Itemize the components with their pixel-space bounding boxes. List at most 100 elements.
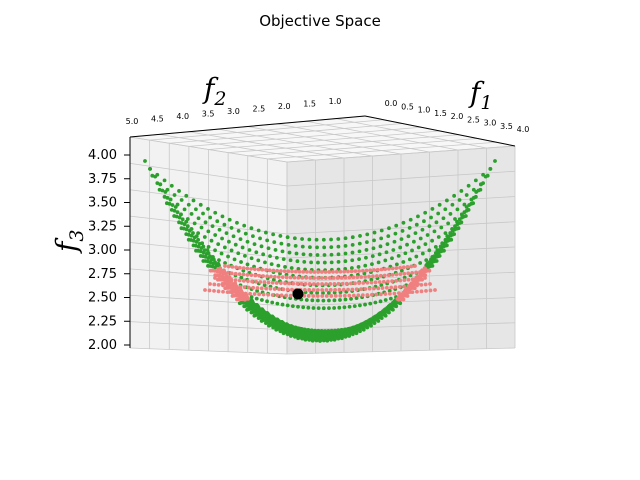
surface-point <box>312 270 317 274</box>
surface-point <box>368 268 373 273</box>
surface-point <box>331 269 335 274</box>
surface-point <box>236 229 241 233</box>
surface-point <box>227 239 231 244</box>
surface-point <box>155 172 160 177</box>
surface-point <box>208 215 213 220</box>
surface-point <box>359 275 364 279</box>
surface-point <box>261 274 266 278</box>
surface-point <box>324 294 329 298</box>
surface-point <box>347 334 352 338</box>
surface-point <box>398 301 403 306</box>
surface-point <box>246 285 251 290</box>
surface-point <box>275 268 280 273</box>
surface-point <box>410 283 415 288</box>
surface-point <box>169 207 174 212</box>
surface-point <box>481 181 485 186</box>
f3-tick-label: 2.25 <box>88 314 117 329</box>
surface-point <box>177 189 181 193</box>
surface-point <box>405 265 410 269</box>
surface-point <box>275 293 280 298</box>
grid-lines <box>129 115 516 355</box>
surface-point <box>308 252 313 257</box>
surface-point <box>185 217 190 221</box>
surface-point <box>180 217 185 222</box>
surface-point <box>281 331 286 336</box>
surface-point <box>309 290 314 295</box>
surface-point <box>237 301 242 306</box>
surface-point <box>243 253 247 258</box>
surface-point <box>267 268 272 273</box>
surface-point <box>453 217 457 221</box>
surface-point <box>388 291 392 296</box>
surface-point <box>229 226 234 230</box>
surface-point <box>444 198 449 203</box>
surface-point <box>414 277 419 281</box>
surface-point <box>372 286 376 291</box>
surface-point <box>304 275 309 280</box>
surface-point <box>378 244 383 249</box>
surface-point <box>437 254 442 258</box>
surface-point <box>488 166 493 171</box>
surface-point <box>363 263 368 268</box>
surface-point <box>223 261 227 265</box>
highlight-series <box>292 288 304 300</box>
surface-point <box>273 274 277 279</box>
surface-point <box>269 262 274 267</box>
surface-point <box>307 237 312 242</box>
surface-point <box>213 233 218 237</box>
surface-point <box>350 242 355 247</box>
surface-point <box>335 275 340 280</box>
surface-point <box>262 280 267 285</box>
surface-point <box>346 287 350 292</box>
surface-point <box>419 283 424 287</box>
surface-point <box>238 284 243 289</box>
surface-point <box>295 259 300 264</box>
f3-tick-label: 3.75 <box>88 172 117 187</box>
surface-point <box>383 313 388 318</box>
surface-point <box>288 258 293 263</box>
surface-point <box>236 251 241 256</box>
surface-point <box>254 250 259 255</box>
surface-point <box>249 226 254 231</box>
surface-point <box>402 284 407 289</box>
f1-tick-label: 0.0 <box>385 99 398 108</box>
surface-point <box>354 331 359 336</box>
surface-point <box>485 173 490 178</box>
surface-point <box>155 181 160 186</box>
surface-point <box>162 178 167 183</box>
surface-point <box>384 285 389 290</box>
chart-title: Objective Space <box>259 12 381 30</box>
surface-point <box>351 293 356 298</box>
surface-point <box>207 288 212 293</box>
surface-point <box>266 246 271 251</box>
surface-point <box>221 277 226 281</box>
surface-point <box>221 289 225 294</box>
surface-point <box>449 237 454 242</box>
surface-point <box>365 325 370 330</box>
surface-point <box>361 327 366 332</box>
surface-point <box>380 286 385 290</box>
surface-point <box>262 283 267 288</box>
surface-point <box>464 193 469 197</box>
surface-point <box>331 275 336 280</box>
f3-tick-label: 2.75 <box>88 267 117 282</box>
surface-point <box>360 293 365 298</box>
surface-point <box>416 245 421 250</box>
surface-point <box>235 220 239 225</box>
surface-point <box>329 260 334 265</box>
surface-point <box>249 256 254 261</box>
surface-point <box>225 283 230 288</box>
surface-point <box>243 291 248 296</box>
surface-point <box>418 261 423 265</box>
surface-point <box>257 273 262 278</box>
surface-point <box>201 211 205 216</box>
surface-point <box>347 293 352 298</box>
surface-point <box>189 212 194 216</box>
surface-point <box>339 336 344 341</box>
f1-axis-label: f1 <box>468 76 492 114</box>
surface-point <box>233 271 238 276</box>
surface-point <box>310 338 315 343</box>
surface-point <box>329 237 333 242</box>
surface-point <box>384 250 389 255</box>
surface-point <box>452 193 457 198</box>
